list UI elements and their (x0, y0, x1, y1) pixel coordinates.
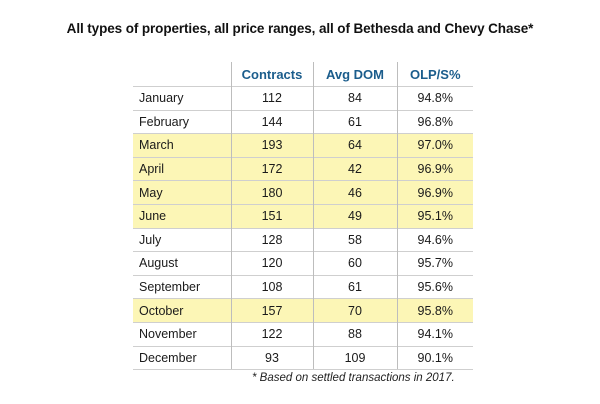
contracts-cell: 172 (230, 156, 313, 181)
contracts-cell: 144 (230, 109, 313, 134)
contracts-cell: 112 (230, 86, 313, 111)
table-row: January 112 84 94.8% (133, 86, 473, 111)
contracts-cell: 108 (230, 274, 313, 299)
table-body: January 112 84 94.8% February 144 61 96.8% March… (133, 86, 473, 371)
table-row: July 128 58 94.6% (133, 227, 473, 252)
contracts-cell: 120 (230, 251, 313, 276)
olp-s-cell: 95.6% (396, 274, 473, 299)
month-cell: November (133, 321, 231, 347)
contracts-cell: 122 (230, 321, 313, 347)
avg-dom-cell: 61 (312, 274, 397, 299)
olp-s-cell: 94.1% (396, 321, 473, 347)
avg-dom-cell: 60 (312, 251, 397, 276)
olp-s-cell: 97.0% (396, 133, 473, 158)
avg-dom-cell: 49 (312, 203, 397, 229)
header-row: Contracts Avg DOM OLP/S% (133, 62, 473, 87)
table-row: November 122 88 94.1% (133, 321, 473, 347)
table-row: February 144 61 96.8% (133, 109, 473, 134)
table-row: August 120 60 95.7% (133, 251, 473, 276)
contracts-header: Contracts (230, 62, 313, 87)
contracts-cell: 193 (230, 133, 313, 158)
table-title: All types of properties, all price range… (66, 21, 534, 36)
table-row: October 157 70 95.8% (133, 298, 473, 323)
table-row: April 172 42 96.9% (133, 156, 473, 181)
olp-s-cell: 90.1% (396, 345, 473, 371)
olp-s-cell: 96.9% (396, 180, 473, 205)
footnote: * Based on settled transactions in 2017. (252, 372, 455, 384)
month-cell: May (133, 180, 231, 205)
olp-s-cell: 95.1% (396, 203, 473, 229)
avg-dom-header: Avg DOM (312, 62, 397, 87)
month-cell: January (133, 86, 231, 111)
avg-dom-cell: 84 (312, 86, 397, 111)
avg-dom-cell: 70 (312, 298, 397, 323)
table-row: May 180 46 96.9% (133, 180, 473, 205)
table-row: December 93 109 90.1% (133, 345, 473, 371)
olp-s-cell: 95.8% (396, 298, 473, 323)
avg-dom-cell: 42 (312, 156, 397, 181)
month-cell: October (133, 298, 231, 323)
contracts-cell: 93 (230, 345, 313, 371)
month-cell: April (133, 156, 231, 181)
contracts-cell: 157 (230, 298, 313, 323)
table-row: September 108 61 95.6% (133, 274, 473, 299)
avg-dom-cell: 61 (312, 109, 397, 134)
contracts-cell: 180 (230, 180, 313, 205)
month-cell: June (133, 203, 231, 229)
avg-dom-cell: 46 (312, 180, 397, 205)
month-cell: September (133, 274, 231, 299)
month-cell: July (133, 227, 231, 252)
avg-dom-cell: 109 (312, 345, 397, 371)
table-row: March 193 64 97.0% (133, 133, 473, 158)
avg-dom-cell: 64 (312, 133, 397, 158)
contracts-cell: 151 (230, 203, 313, 229)
month-cell: December (133, 345, 231, 371)
olp-s-cell: 94.6% (396, 227, 473, 252)
avg-dom-cell: 58 (312, 227, 397, 252)
olp-s-cell: 96.9% (396, 156, 473, 181)
table-row: June 151 49 95.1% (133, 203, 473, 229)
contracts-cell: 128 (230, 227, 313, 252)
month-cell: February (133, 109, 231, 134)
month-header (133, 62, 231, 87)
olp-s-header: OLP/S% (396, 62, 473, 87)
avg-dom-cell: 88 (312, 321, 397, 347)
olp-s-cell: 96.8% (396, 109, 473, 134)
olp-s-cell: 94.8% (396, 86, 473, 111)
month-cell: August (133, 251, 231, 276)
market-stats-table: Contracts Avg DOM OLP/S% January 112 84 94.… (133, 62, 473, 371)
month-cell: March (133, 133, 231, 158)
olp-s-cell: 95.7% (396, 251, 473, 276)
